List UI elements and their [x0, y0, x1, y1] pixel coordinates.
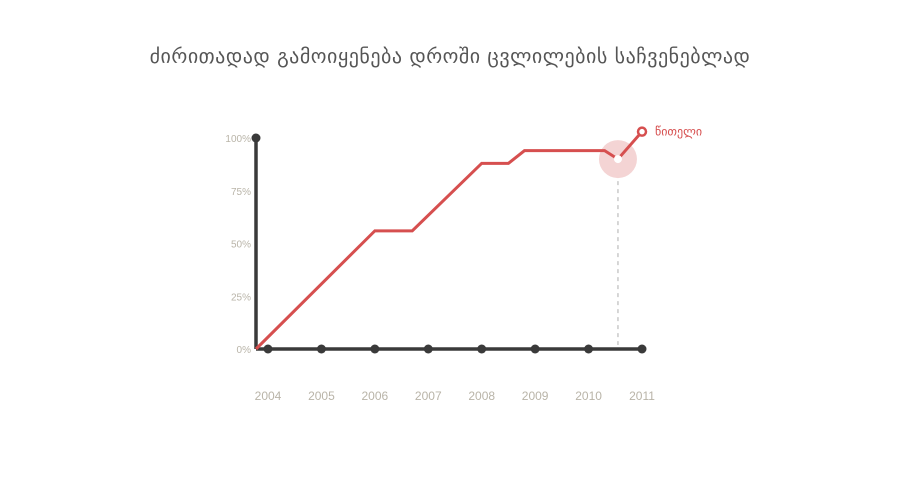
y-tick-label: 100% — [225, 134, 251, 145]
series-end-marker[interactable] — [636, 126, 648, 137]
x-axis-marker — [263, 344, 273, 354]
y-tick-label: 0% — [237, 345, 252, 356]
x-tick-label: 2004 — [255, 389, 282, 403]
y-tick-label: 25% — [231, 292, 251, 303]
y-tick-labels: 0% 25% 50% 75% 100% — [225, 134, 251, 356]
x-axis-markers — [263, 344, 647, 354]
y-axis-end-marker — [251, 133, 261, 143]
x-tick-labels: 2004 2005 2006 2007 2008 2009 2010 2011 — [255, 389, 656, 403]
series-line-red — [254, 130, 644, 351]
chart-title: ძირითადად გამოიყენება დროში ცვლილების სა… — [149, 44, 751, 68]
x-axis-marker — [423, 344, 433, 354]
y-tick-label: 75% — [231, 187, 251, 198]
x-axis-marker — [316, 344, 326, 354]
x-axis-marker — [370, 344, 380, 354]
x-tick-label: 2011 — [629, 389, 655, 403]
x-axis-marker — [637, 344, 647, 354]
x-axis-marker — [584, 344, 594, 354]
x-tick-label: 2009 — [522, 389, 549, 403]
x-axis-marker — [477, 344, 487, 354]
x-tick-label: 2008 — [468, 389, 495, 403]
y-tick-label: 50% — [231, 240, 251, 251]
highlight-point[interactable] — [613, 155, 622, 164]
x-tick-label: 2007 — [415, 389, 442, 403]
x-tick-label: 2005 — [308, 389, 335, 403]
x-tick-label: 2006 — [362, 389, 389, 403]
x-axis-marker — [530, 344, 540, 354]
legend-label-red: წითელი — [655, 125, 702, 139]
x-tick-label: 2010 — [575, 389, 602, 403]
